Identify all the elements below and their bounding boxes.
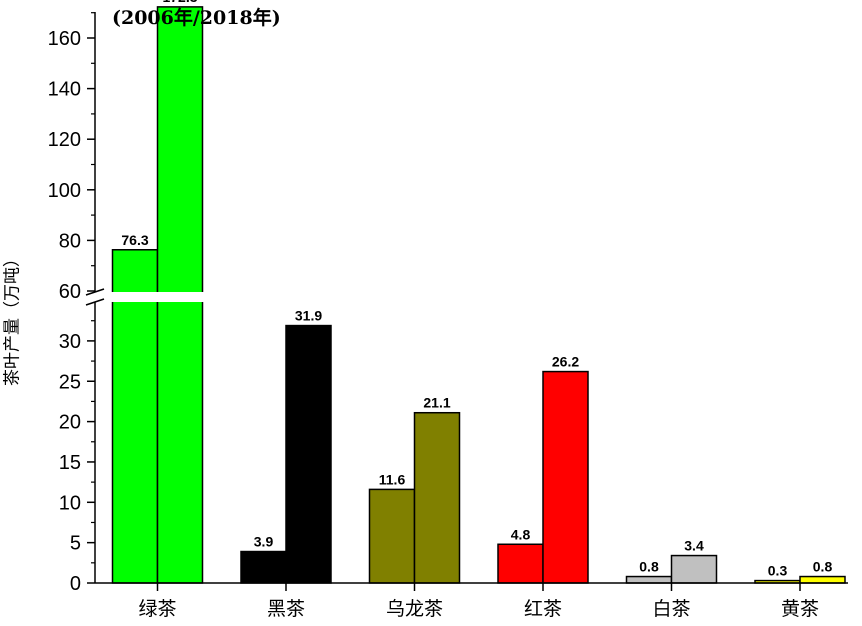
x-category-label-2: 乌龙茶 (386, 598, 443, 620)
bar-3-0 (497, 543, 544, 584)
axis-break-band (93, 292, 846, 302)
y-tick-label-upper-4: 140 (48, 79, 81, 101)
data-label-1-1: 31.9 (295, 308, 322, 324)
x-category-label-1: 黑茶 (267, 598, 305, 620)
chart-title: (2006年/2018年) (112, 7, 281, 29)
y-tick-label-upper-5: 160 (48, 28, 81, 50)
data-label-2-1: 21.1 (423, 395, 450, 411)
y-tick-label-upper-2: 100 (48, 180, 81, 202)
data-label-3-0: 4.8 (511, 526, 531, 542)
data-label-4-1: 3.4 (684, 538, 704, 554)
x-category-label-5: 黄茶 (781, 598, 819, 620)
bar-0-0 (111, 249, 159, 584)
axis-break-mark-1 (85, 288, 105, 296)
y-tick-label-lower-6: 30 (59, 331, 81, 353)
y-tick-label-upper-3: 120 (48, 129, 81, 151)
y-tick-label-lower-5: 25 (59, 371, 81, 393)
y-tick-label-lower-3: 15 (59, 452, 81, 474)
y-tick-label-upper-1: 80 (59, 230, 81, 252)
y-tick-label-lower-2: 10 (59, 492, 81, 514)
bar-2-1 (413, 411, 461, 584)
y-tick-label-lower-1: 5 (70, 533, 81, 555)
data-label-3-1: 26.2 (552, 354, 579, 370)
data-label-5-1: 0.8 (813, 559, 833, 575)
x-category-label-4: 白茶 (652, 598, 690, 620)
data-label-0-1: 172.3 (162, 0, 197, 5)
bar-1-0 (240, 550, 287, 584)
bar-4-0 (625, 575, 673, 584)
bar-4-1 (670, 554, 718, 584)
x-category-label-0: 绿茶 (138, 598, 176, 620)
bar-2-0 (368, 488, 416, 584)
data-label-4-0: 0.8 (639, 559, 659, 575)
bar-3-1 (542, 370, 589, 584)
y-tick-label-upper-0: 60 (59, 281, 81, 303)
x-category-label-3: 红茶 (524, 598, 562, 620)
y-tick-label-lower-0: 0 (70, 573, 81, 595)
bar-5-1 (799, 575, 846, 584)
data-label-5-0: 0.3 (768, 563, 788, 579)
bar-1-1 (285, 324, 332, 584)
y-tick-label-lower-4: 20 (59, 412, 81, 434)
axis-break-mark-2 (85, 298, 105, 306)
data-label-0-0: 76.3 (121, 232, 148, 248)
data-label-2-0: 11.6 (379, 471, 406, 487)
y-axis-label: 茶叶产量（万吨） (2, 250, 23, 386)
data-label-1-0: 3.9 (254, 534, 274, 550)
